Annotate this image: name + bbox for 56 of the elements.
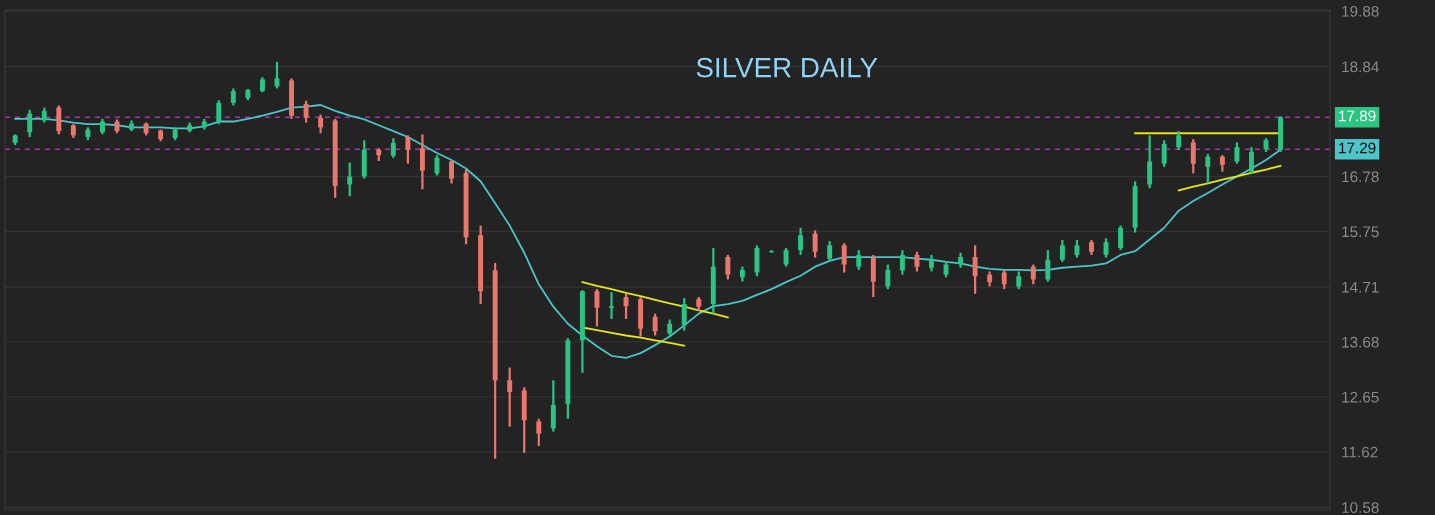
- candlestick: [1030, 263, 1036, 286]
- candlestick: [681, 297, 687, 332]
- candlestick: [1161, 139, 1167, 168]
- y-tick-label: 14.71: [1342, 281, 1379, 293]
- y-tick-label: 19.88: [1342, 5, 1379, 17]
- candlestick: [216, 99, 222, 126]
- ref-line-label: 17.89: [1339, 110, 1376, 122]
- candlestick: [914, 250, 920, 273]
- y-tick-label: 12.65: [1342, 391, 1379, 403]
- candlestick: [1147, 134, 1153, 190]
- candlestick: [1045, 249, 1051, 283]
- candlestick: [899, 249, 905, 276]
- y-tick-label: 13.68: [1342, 336, 1379, 348]
- candlestick: [419, 133, 425, 191]
- y-tick-label: 16.78: [1342, 171, 1379, 183]
- candlestick: [798, 226, 804, 257]
- candlestick: [885, 263, 891, 291]
- candlestick: [1176, 130, 1182, 151]
- candlestick: [1190, 138, 1196, 175]
- candlestick: [769, 249, 774, 254]
- candlestick: [827, 239, 833, 262]
- candlestick: [1118, 224, 1124, 252]
- candlestick: [550, 379, 556, 433]
- candlestick: [1205, 152, 1211, 185]
- candlestick: [856, 249, 862, 271]
- candlestick: [318, 113, 324, 135]
- candlestick: [303, 99, 309, 124]
- candlestick: [434, 154, 440, 177]
- candlestick: [972, 244, 978, 295]
- candlestick: [1001, 268, 1007, 291]
- candlestick: [725, 253, 731, 281]
- ref-line-label: 17.29: [1339, 142, 1376, 154]
- candlestick: [536, 417, 542, 448]
- candlestick: [1059, 238, 1065, 263]
- line-series: [14, 104, 1282, 359]
- candlestick: [783, 246, 789, 268]
- candlestick: [609, 291, 614, 321]
- candlestick: [841, 242, 847, 274]
- y-tick-label: 15.75: [1342, 226, 1379, 238]
- y-tick-label: 11.62: [1342, 446, 1378, 458]
- candlestick: [1234, 141, 1240, 165]
- text: SILVER DAILY: [696, 57, 878, 78]
- candlestick: [507, 366, 513, 428]
- candlestick: [405, 134, 411, 165]
- candlestick: [56, 104, 62, 136]
- candlestick: [449, 158, 454, 185]
- candlestick: [623, 292, 629, 321]
- candlestick: [1248, 146, 1254, 175]
- candlestick: [812, 229, 818, 259]
- candlestick: [652, 312, 658, 337]
- candlestick: [390, 136, 396, 159]
- candlestick: [27, 108, 33, 139]
- candlestick: [347, 161, 353, 198]
- y-tick-label: 18.84: [1342, 61, 1379, 73]
- candlestick: [594, 287, 600, 328]
- y-tick-label: 10.58: [1342, 502, 1379, 514]
